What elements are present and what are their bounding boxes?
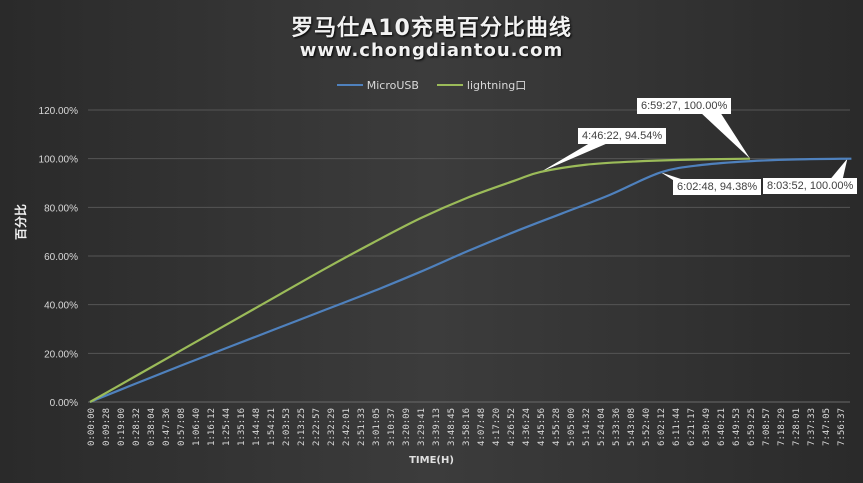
legend-label-microusb: MicroUSB (366, 78, 419, 92)
x-tick-label: 2:51:33 (357, 408, 367, 446)
x-tick-label: 2:13:25 (297, 408, 307, 446)
x-tick-label: 1:25:44 (222, 408, 232, 446)
x-tick-label: 6:49:53 (732, 408, 742, 446)
data-label-lightning-9454: 4:46:22, 94.54% (578, 128, 667, 144)
y-tick-label: 40.00% (44, 301, 78, 312)
x-tick-label: 3:39:13 (432, 408, 442, 446)
chart-subtitle: www.chongdiantou.com (299, 40, 564, 61)
x-tick-label: 1:06:40 (192, 408, 202, 446)
x-tick-label: 3:20:09 (402, 408, 412, 446)
x-tick-label: 1:35:16 (237, 408, 247, 446)
x-tick-label: 4:45:56 (537, 408, 547, 446)
x-tick-label: 4:55:28 (552, 408, 562, 446)
data-label-microusb-9438: 6:02:48, 94.38% (673, 179, 762, 195)
x-tick-label: 0:00:00 (87, 408, 97, 446)
x-tick-label: 5:14:32 (582, 408, 592, 446)
x-tick-label: 7:08:57 (762, 408, 772, 446)
x-tick-label: 3:48:45 (447, 408, 457, 446)
x-tick-label: 6:30:49 (702, 408, 712, 446)
y-tick-label: 100.00% (39, 155, 79, 166)
x-tick-label: 5:52:40 (642, 408, 652, 446)
x-tick-label: 2:22:57 (312, 408, 322, 446)
y-tick-label: 80.00% (44, 203, 78, 214)
x-tick-label: 2:03:53 (282, 408, 292, 446)
x-tick-label: 0:19:00 (117, 408, 127, 446)
x-tick-label: 2:42:01 (342, 408, 352, 446)
x-tick-label: 5:24:04 (597, 408, 607, 446)
x-tick-label: 3:10:37 (387, 408, 397, 446)
x-tick-label: 6:02:12 (657, 408, 667, 446)
x-tick-label: 0:47:36 (162, 408, 172, 446)
series-line-microusb (89, 157, 852, 404)
callout-tail (700, 112, 751, 159)
x-tick-label: 1:54:21 (267, 408, 277, 446)
x-tick-label: 0:57:08 (177, 408, 187, 446)
x-axis-ticks: 0:00:00 0:09:28 0:19:00 0:28:32 0:38:04 0:47:… (87, 408, 847, 446)
x-tick-label: 7:47:05 (822, 408, 832, 446)
x-tick-label: 5:05:00 (567, 408, 577, 446)
callout-tail (828, 158, 848, 182)
x-tick-label: 3:58:16 (462, 408, 472, 446)
y-tick-label: 120.00% (39, 106, 79, 117)
x-tick-label: 4:17:20 (492, 408, 502, 446)
legend-item-lightning: lightning口 (436, 77, 527, 93)
y-tick-label: 20.00% (44, 349, 78, 360)
legend-item-microusb: MicroUSB (336, 77, 419, 93)
x-tick-label: 1:16:12 (207, 408, 217, 446)
x-tick-label: 6:21:17 (687, 408, 697, 446)
x-tick-label: 7:37:33 (807, 408, 817, 446)
data-label-microusb-100: 8:03:52, 100.00% (763, 178, 858, 194)
x-tick-label: 3:29:41 (417, 408, 427, 446)
x-axis-label: TIME(H) (409, 455, 454, 466)
x-tick-label: 4:26:52 (507, 408, 517, 446)
callout-tails (540, 112, 848, 182)
x-tick-label: 0:09:28 (102, 408, 112, 446)
data-label-lightning-100: 6:59:27, 100.00% (637, 98, 732, 114)
y-tick-label: 0.00% (50, 398, 78, 409)
y-axis-label: 百分比 (14, 203, 28, 240)
legend: MicroUSB lightning口 (0, 77, 863, 93)
x-tick-label: 6:11:44 (672, 408, 682, 446)
legend-swatch-lightning (436, 84, 463, 86)
x-tick-label: 7:18:29 (777, 408, 787, 446)
x-tick-label: 2:32:29 (327, 408, 337, 446)
legend-label-lightning: lightning口 (466, 79, 527, 92)
y-tick-label: 60.00% (44, 252, 78, 263)
x-tick-label: 4:07:48 (477, 408, 487, 446)
chart-title: 罗马仕A10充电百分比曲线 (291, 16, 572, 41)
legend-swatch-microusb (336, 84, 363, 86)
y-axis-ticks: 0.00% 20.00% 40.00% 60.00% 80.00% 100.00% 120.… (39, 106, 79, 409)
x-tick-label: 1:44:48 (252, 408, 262, 446)
callout-tail (540, 140, 615, 172)
x-tick-label: 6:40:21 (717, 408, 727, 446)
x-tick-label: 0:38:04 (147, 408, 157, 446)
x-tick-label: 4:36:24 (522, 408, 532, 446)
x-tick-label: 7:56:37 (837, 408, 847, 446)
x-tick-label: 5:33:36 (612, 408, 622, 446)
x-tick-label: 6:59:25 (747, 408, 757, 446)
x-tick-label: 0:28:32 (132, 408, 142, 446)
x-tick-label: 3:01:05 (372, 408, 382, 446)
x-tick-label: 7:28:01 (792, 408, 802, 446)
x-tick-label: 5:43:08 (627, 408, 637, 446)
series-line-lightning (89, 157, 751, 403)
